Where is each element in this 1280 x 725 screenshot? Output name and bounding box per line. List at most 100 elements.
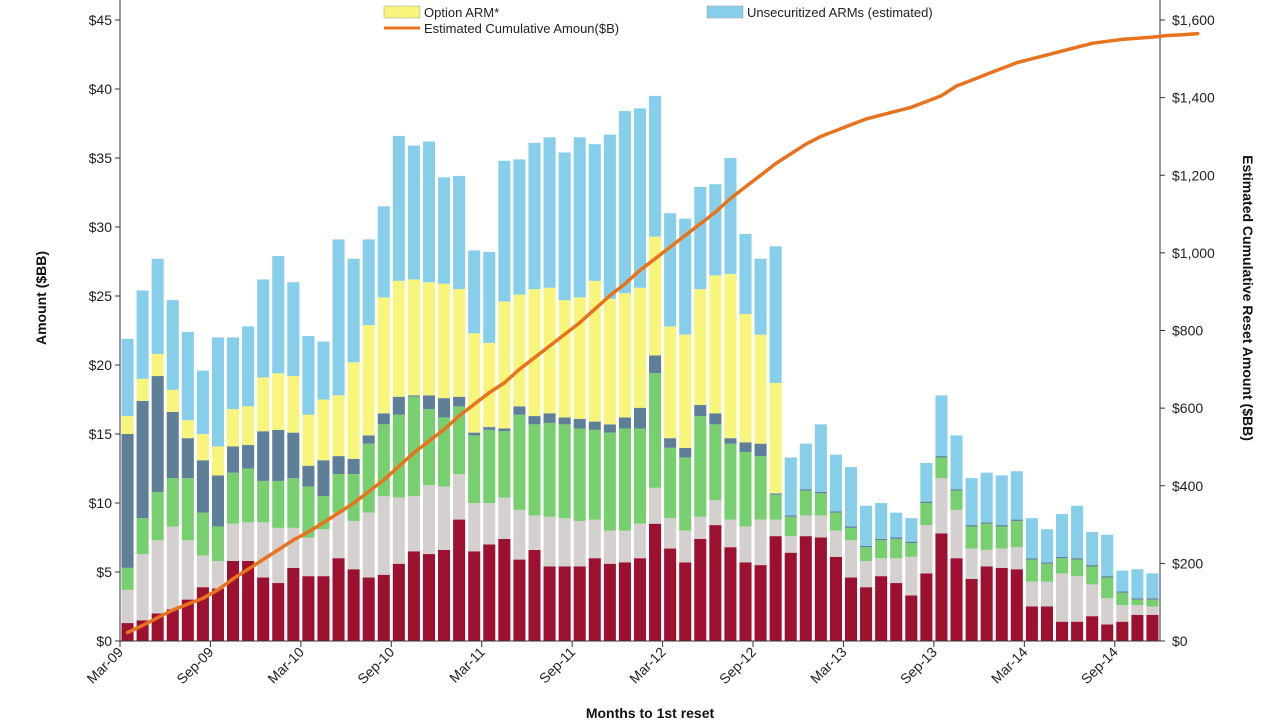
bar-segment-s3 [211,526,224,561]
bar-segment-s1 [1116,621,1129,641]
bar-segment-s1 [664,548,677,641]
bar-segment-s3 [829,512,842,531]
bar-segment-s6 [121,338,134,417]
bar-segment-s6 [905,518,918,542]
bar-segment-s4 [950,489,963,491]
bar-segment-s1 [242,560,255,641]
bar-segment-s5 [724,273,737,439]
bar-segment-s6 [302,336,315,415]
bar-segment-s2 [618,530,631,563]
bar-segment-s6 [844,467,858,527]
bar-segment-s2 [1010,547,1023,570]
bar-segment-s1 [799,536,812,641]
bar-segment-s6 [860,505,873,546]
bar-segment-s6 [543,137,556,288]
bar-segment-s6 [588,144,601,281]
y-tick-label: $5 [96,564,112,580]
bar-segment-s5 [603,298,616,425]
bar-segment-s4 [121,434,134,568]
bar-segment-s6 [528,142,541,290]
bar-segment-s5 [362,324,375,436]
bar-segment-s5 [196,434,209,461]
bar-segment-s1 [272,583,285,641]
bar-segment-s3 [528,424,541,516]
bar-segment-s3 [272,480,285,528]
x-tick-label: Sep-10 [354,644,397,687]
bar-segment-s4 [875,538,888,541]
bar-segment-s6 [453,175,466,290]
bar-segment-s6 [407,145,420,280]
bar-segment-s6 [257,279,270,378]
bar-segment-s3 [257,480,270,523]
y2-tick-label: $1,600 [1172,12,1215,28]
bar-segment-s4 [227,446,240,473]
bar-segment-s5 [151,353,164,377]
bar-segment-s4 [890,537,903,539]
bar-segment-s6 [287,282,300,377]
bar-segment-s2 [664,518,677,549]
bar-segment-s3 [151,491,164,541]
bar-segment-s4 [407,395,420,397]
bar-segment-s6 [1071,505,1084,559]
bar-segment-s1 [603,563,616,641]
bar-segment-s5 [422,282,436,396]
bar-segment-s2 [166,526,179,610]
bar-segment-s5 [558,300,571,418]
bar-segment-s2 [965,548,978,579]
bar-segment-s1 [679,562,692,641]
bar-segment-s6 [649,95,662,237]
bar-segment-s5 [407,279,420,396]
bar-segment-s2 [498,497,511,539]
x-tick-label: Sep-14 [1078,644,1121,687]
bar-segment-s2 [1131,605,1144,615]
bar-segment-s2 [1086,584,1099,617]
bar-segment-s2 [875,558,888,577]
bar-segment-s1 [302,576,315,641]
bar-segment-s4 [528,416,541,425]
bar-segment-s2 [377,496,390,575]
bar-segment-s2 [1116,605,1129,622]
bar-segment-s3 [1025,559,1038,582]
y2-tick-label: $1,400 [1172,90,1215,106]
bar-segment-s3 [754,456,767,520]
bar-segment-s4 [980,522,993,524]
bar-segment-s6 [513,159,526,295]
bar-segment-s1 [724,547,737,641]
bar-segment-s4 [905,541,918,544]
bar-segment-s3 [664,447,677,519]
bar-segment-s2 [784,536,797,553]
bar-segment-s3 [935,457,948,479]
bar-segment-s3 [950,490,963,510]
bar-segment-s3 [242,468,255,523]
bar-segment-s1 [649,523,662,641]
bar-segment-s2 [799,515,812,537]
bar-segment-s2 [829,530,842,557]
bar-segment-s4 [453,396,466,407]
bar-segment-s6 [739,233,752,314]
bar-segment-s2 [588,519,601,559]
x-tick-label: Mar-10 [264,644,307,687]
bar-segment-s3 [438,417,451,487]
bar-segment-s4 [1056,556,1069,559]
bar-segment-s6 [618,111,631,294]
x-tick-label: Mar-09 [83,644,126,687]
bar-segment-s5 [317,399,330,461]
bars-layer [121,95,1159,641]
bar-segment-s4 [1071,558,1084,560]
line-layer [125,31,1200,635]
bar-segment-s1 [784,552,797,641]
bar-segment-s4 [211,475,224,527]
bar-segment-s1 [829,556,842,641]
bar-segment-s6 [422,141,436,283]
bar-segment-s2 [227,523,240,561]
bar-segment-s6 [1146,573,1159,599]
bar-segment-s1 [181,599,194,641]
bar-segment-s6 [950,435,963,490]
x-tick-label: Mar-13 [807,644,850,687]
bar-segment-s2 [633,523,647,559]
x-axis-title: Months to 1st reset [586,705,715,720]
bar-segment-s5 [181,420,194,439]
bar-segment-s4 [166,411,179,479]
bar-segment-s2 [121,589,134,624]
